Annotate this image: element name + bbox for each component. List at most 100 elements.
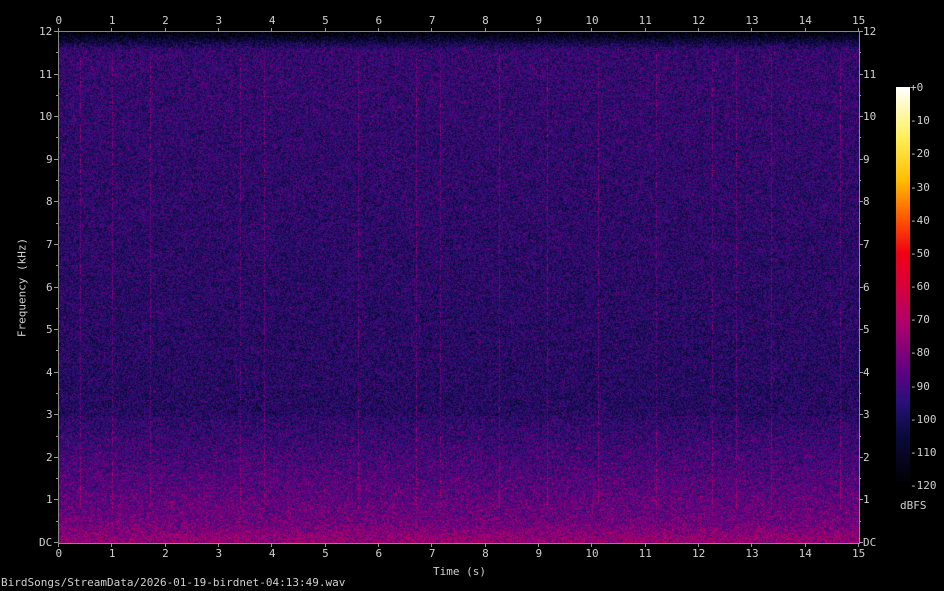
y-tick-left: [54, 31, 58, 32]
y-minor-tick-left: [56, 52, 58, 54]
y-tick-left: [54, 201, 58, 203]
x-tick-bottom: [484, 543, 486, 547]
x-tick-label-top: 15: [852, 14, 866, 27]
x-tick-top: [58, 28, 59, 32]
x-tick-bottom: [378, 543, 379, 547]
colorbar-tick-label: -20: [910, 147, 930, 161]
y-minor-tick-right: [859, 307, 861, 309]
y-tick-right: [859, 116, 863, 118]
y-tick-right: [859, 243, 863, 245]
x-tick-top: [111, 28, 113, 32]
y-minor-tick-left: [56, 478, 58, 480]
y-tick-right: [859, 456, 863, 458]
colorbar-unit-label: dBFS: [900, 499, 927, 512]
x-tick-label-top: 0: [55, 14, 63, 27]
colorbar-tick-label: -40: [910, 213, 930, 227]
y-minor-tick-right: [859, 94, 861, 96]
x-tick-label-bottom: 10: [585, 547, 599, 560]
colorbar-tick-label: -30: [910, 180, 930, 194]
y-tick-label-left: 4: [46, 365, 53, 379]
x-tick-label-bottom: 14: [798, 547, 812, 560]
y-tick-label-right: 6: [863, 280, 870, 294]
x-tick-label-bottom: 6: [375, 547, 383, 560]
x-tick-top: [644, 28, 646, 32]
x-tick-label-top: 11: [638, 14, 652, 27]
y-tick-left: [54, 243, 58, 245]
x-tick-bottom: [111, 543, 113, 547]
x-tick-label-bottom: 4: [268, 547, 276, 560]
y-tick-right: [859, 286, 863, 288]
y-tick-label-right: 2: [863, 450, 870, 464]
y-tick-label-left: 10: [39, 110, 53, 124]
y-tick-label-left: 11: [39, 67, 53, 81]
y-tick-right: [859, 73, 863, 75]
y-tick-label-left: 12: [39, 25, 53, 38]
y-minor-tick-right: [859, 435, 861, 437]
x-tick-label-top: 8: [482, 14, 489, 27]
y-tick-right: [859, 542, 863, 543]
y-minor-tick-right: [859, 222, 861, 224]
y-tick-label-left: 7: [46, 237, 53, 251]
x-tick-bottom: [218, 543, 219, 547]
x-tick-top: [804, 28, 806, 32]
y-tick-label-left: 3: [46, 408, 53, 422]
x-tick-top: [591, 28, 593, 32]
y-tick-left: [54, 73, 58, 75]
x-tick-label-top: 5: [322, 14, 329, 27]
x-tick-label-top: 12: [692, 14, 706, 27]
y-minor-tick-left: [56, 137, 58, 139]
x-tick-label-top: 6: [375, 14, 383, 27]
x-tick-top: [378, 28, 379, 32]
spectrogram-plot-area: [58, 31, 860, 544]
y-minor-tick-left: [56, 392, 58, 394]
x-tick-top: [431, 28, 433, 32]
x-tick-label-bottom: 2: [162, 547, 169, 560]
x-tick-label-top: 7: [428, 14, 436, 27]
y-minor-tick-right: [859, 137, 861, 139]
x-tick-top: [271, 28, 273, 32]
y-tick-label-left: DC: [39, 536, 53, 549]
y-tick-label-left: 9: [46, 152, 53, 166]
x-tick-bottom: [538, 543, 539, 547]
x-tick-bottom: [858, 543, 859, 547]
x-tick-top: [484, 28, 486, 32]
y-tick-right: [859, 371, 863, 373]
y-tick-label-right: 5: [863, 323, 870, 337]
y-tick-right: [859, 499, 863, 501]
y-tick-label-right: 10: [863, 110, 877, 124]
file-name: BirdSongs/StreamData/2026-01-19-birdnet-…: [1, 576, 346, 589]
x-tick-label-top: 2: [162, 14, 169, 27]
x-tick-bottom: [751, 543, 753, 547]
y-tick-label-right: 7: [863, 237, 870, 251]
y-minor-tick-left: [56, 180, 58, 182]
x-tick-top: [751, 28, 753, 32]
y-tick-right: [859, 158, 863, 160]
x-tick-label-bottom: 15: [852, 547, 866, 560]
y-minor-tick-left: [56, 222, 58, 224]
x-tick-label-top: 10: [585, 14, 599, 27]
x-tick-label-bottom: 13: [745, 547, 759, 560]
colorbar-tick-label: -80: [910, 346, 930, 360]
y-minor-tick-left: [56, 265, 58, 267]
y-tick-label-right: 4: [863, 365, 870, 379]
x-tick-bottom: [58, 543, 59, 547]
y-tick-label-right: 9: [863, 152, 870, 166]
y-minor-tick-left: [56, 435, 58, 437]
x-tick-top: [538, 28, 539, 32]
y-minor-tick-left: [56, 307, 58, 309]
y-tick-label-right: 11: [863, 67, 877, 81]
y-tick-label-right: 3: [863, 408, 870, 422]
colorbar-tick-label: +0: [910, 81, 924, 94]
y-minor-tick-right: [859, 52, 861, 54]
x-tick-label-bottom: 12: [692, 547, 706, 560]
y-tick-label-left: 5: [46, 323, 53, 337]
x-tick-bottom: [591, 543, 593, 547]
y-minor-tick-left: [56, 94, 58, 96]
x-tick-label-top: 1: [108, 14, 116, 27]
x-tick-bottom: [271, 543, 273, 547]
y-tick-label-right: 1: [863, 493, 870, 507]
y-tick-left: [54, 371, 58, 373]
y-tick-right: [859, 414, 863, 416]
x-tick-label-top: 13: [745, 14, 759, 27]
x-tick-label-bottom: 5: [322, 547, 329, 560]
